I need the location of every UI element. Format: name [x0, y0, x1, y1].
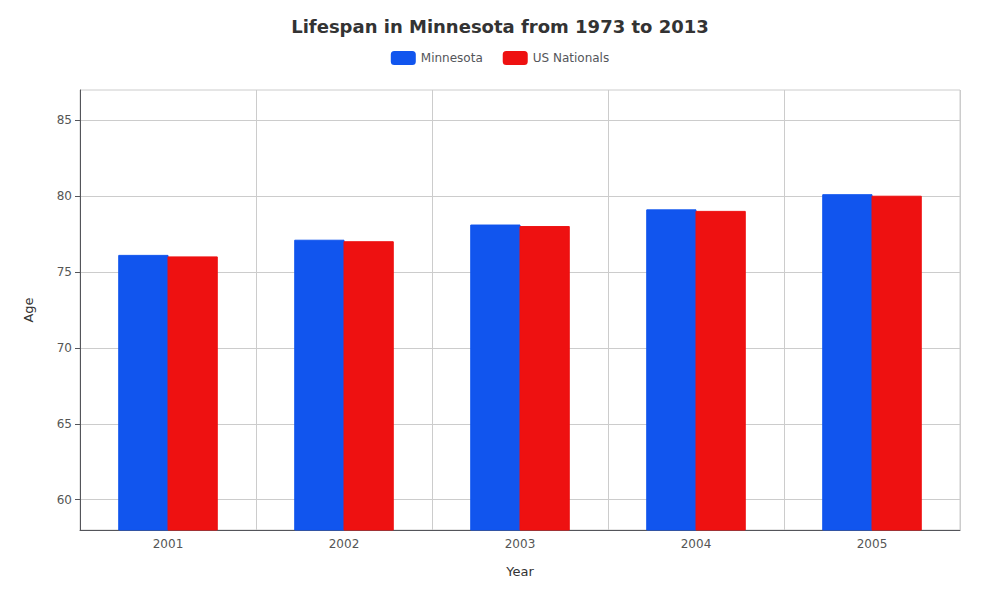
svg-text:2001: 2001 [153, 537, 184, 551]
svg-text:2003: 2003 [505, 537, 536, 551]
svg-text:85: 85 [57, 113, 72, 127]
svg-text:Lifespan in Minnesota from 197: Lifespan in Minnesota from 1973 to 2013 [291, 16, 709, 37]
svg-text:Age: Age [21, 297, 36, 322]
svg-text:2004: 2004 [681, 537, 712, 551]
svg-text:2005: 2005 [857, 537, 888, 551]
svg-text:70: 70 [57, 341, 72, 355]
svg-text:US Nationals: US Nationals [533, 51, 609, 65]
svg-text:2002: 2002 [329, 537, 360, 551]
svg-text:Minnesota: Minnesota [421, 51, 483, 65]
svg-text:60: 60 [57, 493, 72, 507]
svg-text:65: 65 [57, 417, 72, 431]
svg-text:Year: Year [505, 564, 534, 579]
svg-text:75: 75 [57, 265, 72, 279]
svg-text:80: 80 [57, 189, 72, 203]
